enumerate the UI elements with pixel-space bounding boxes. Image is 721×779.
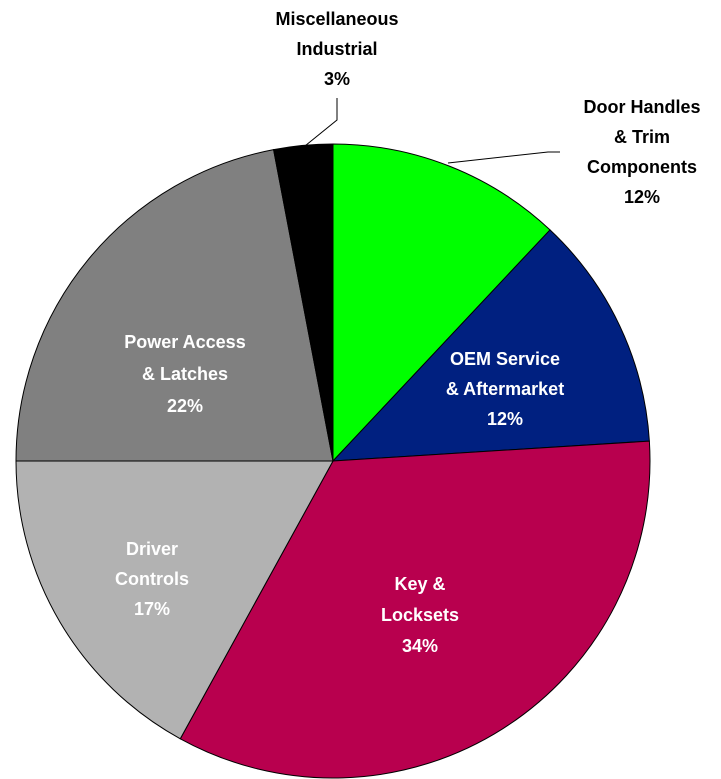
- pie-slice: [273, 143, 334, 462]
- slice-label: Driver Controls: [115, 539, 189, 589]
- pie-slice: [332, 143, 551, 463]
- label-line: Locksets: [381, 605, 459, 625]
- value-label: 12%: [624, 187, 660, 207]
- value-label: 34%: [402, 636, 438, 656]
- label-line: Power Access: [124, 332, 245, 352]
- slice-label: Key & Locksets: [381, 574, 459, 625]
- slice-label: Miscellaneous Industrial: [275, 9, 398, 59]
- label-line: OEM Service: [450, 349, 560, 369]
- label-line: & Latches: [142, 364, 228, 384]
- leader-line: [447, 151, 560, 164]
- pie-slice: [15, 149, 334, 462]
- leader-line: [299, 98, 338, 151]
- pie-slice: [331, 229, 650, 462]
- value-label: 12%: [487, 409, 523, 429]
- label-line: Industrial: [296, 39, 377, 59]
- value-label: 22%: [167, 396, 203, 416]
- label-line: Door Handles: [583, 97, 700, 117]
- label-line: Key &: [394, 574, 445, 594]
- label-line: Miscellaneous: [275, 9, 398, 29]
- label-line: Components: [587, 157, 697, 177]
- value-label: 17%: [134, 599, 170, 619]
- label-line: Driver: [126, 539, 178, 559]
- label-line: & Trim: [614, 127, 670, 147]
- pie-slice: [15, 460, 334, 740]
- slice-label: Power Access & Latches: [124, 332, 245, 384]
- slice-label: Door Handles & Trim Components: [583, 97, 700, 177]
- value-label: 3%: [324, 69, 350, 89]
- label-line: & Aftermarket: [446, 379, 564, 399]
- label-line: Controls: [115, 569, 189, 589]
- slice-label: OEM Service & Aftermarket: [446, 349, 564, 399]
